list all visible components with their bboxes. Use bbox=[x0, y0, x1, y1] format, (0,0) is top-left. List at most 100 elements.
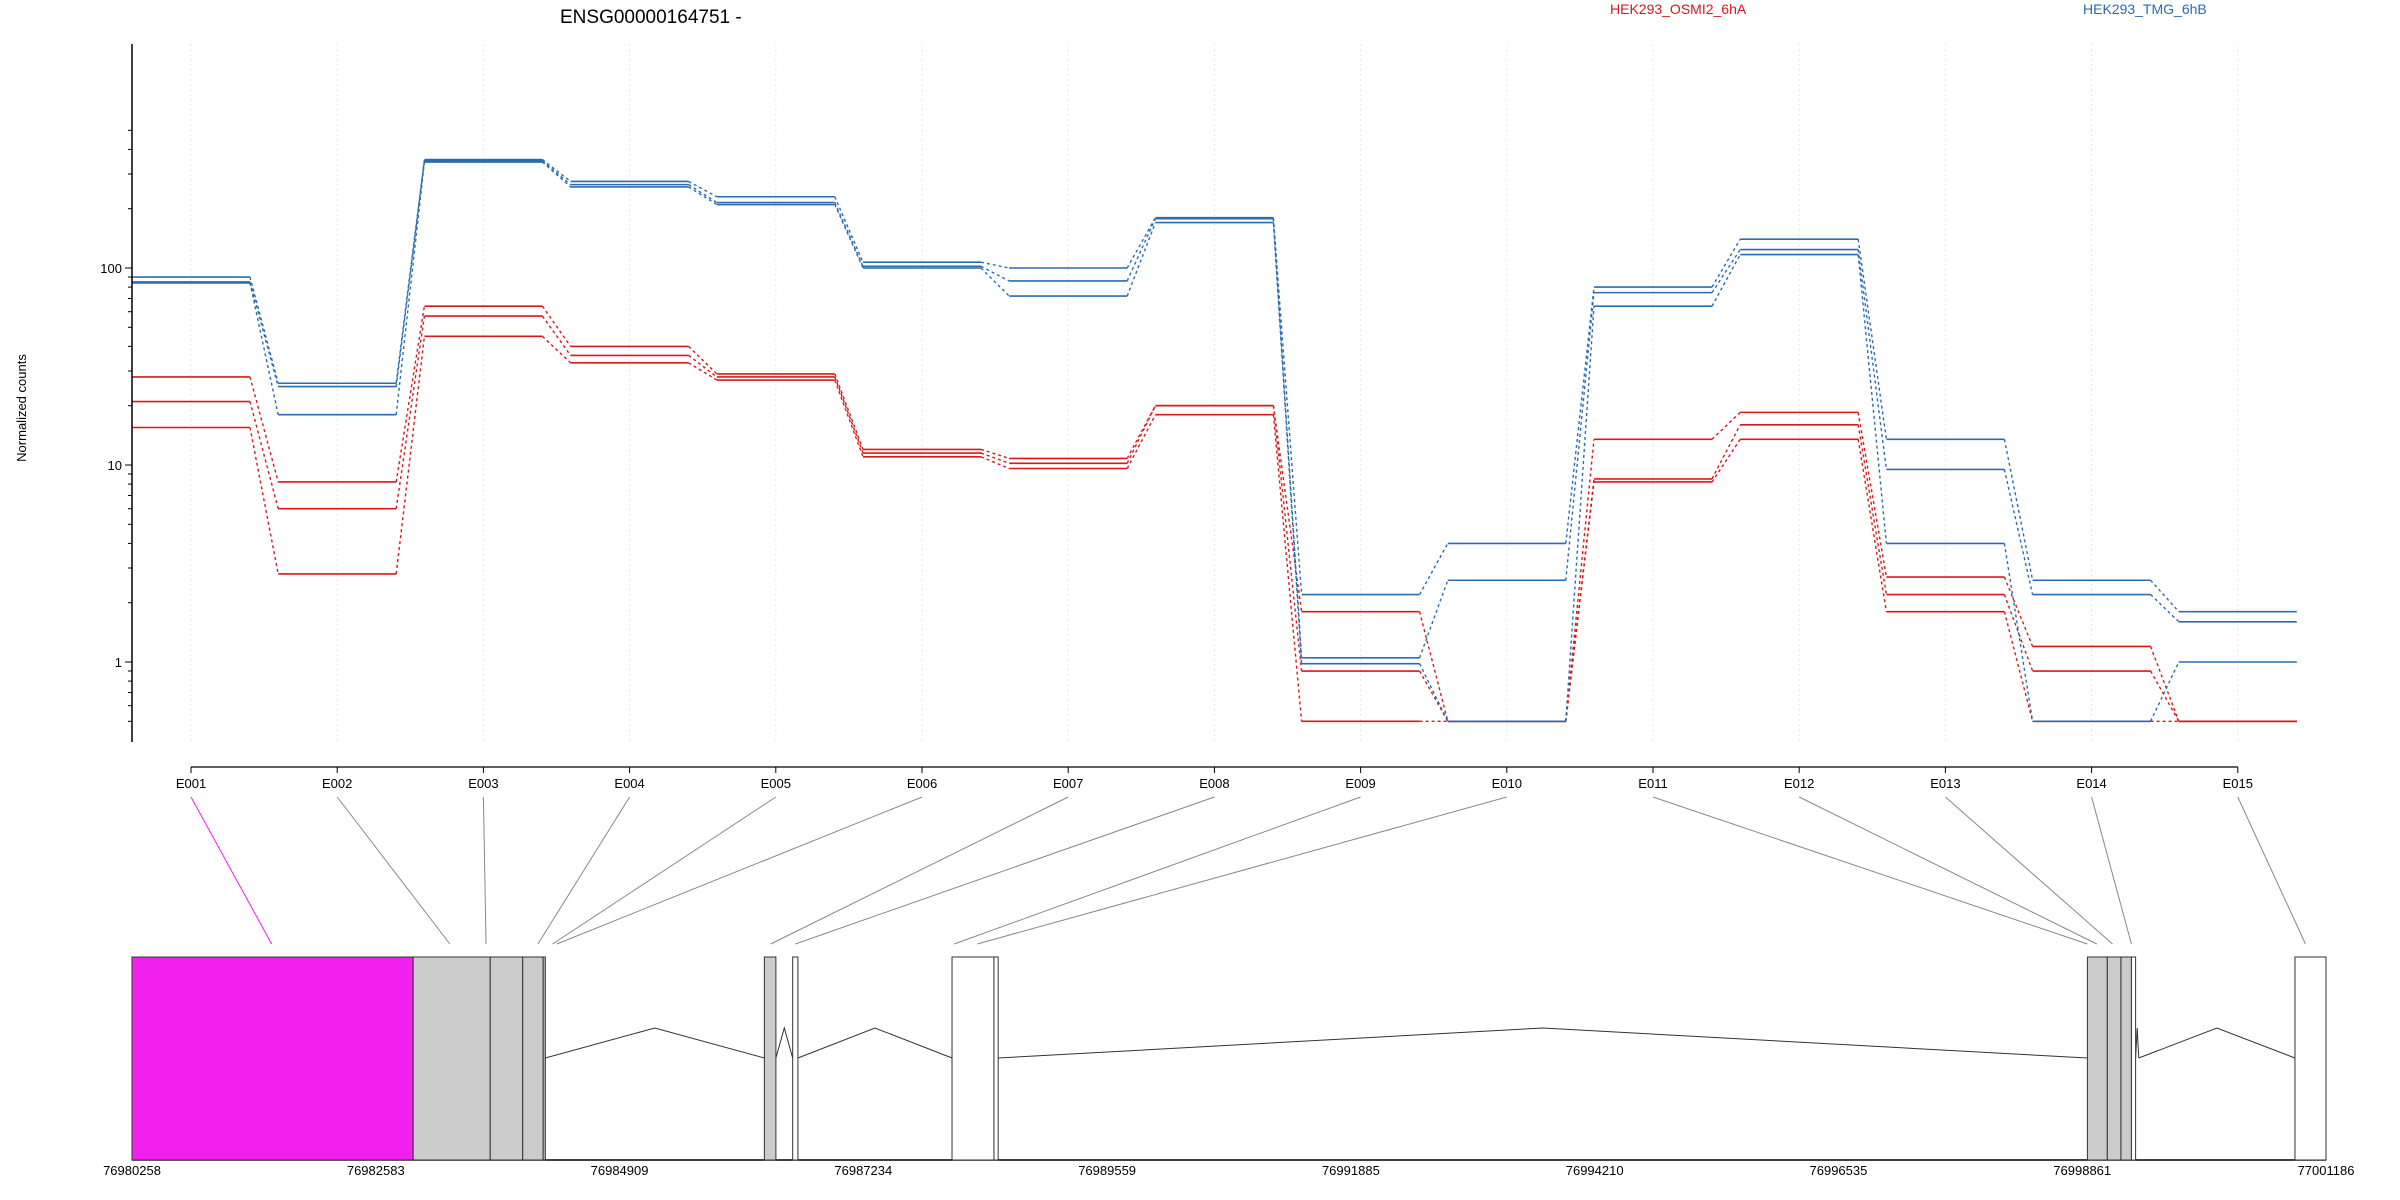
series-connector bbox=[1711, 438, 1741, 483]
exon-e012 bbox=[2106, 956, 2122, 1161]
series-connector bbox=[1857, 249, 1888, 470]
x-tick-label: E015 bbox=[2223, 776, 2253, 791]
exon-connector bbox=[190, 796, 273, 945]
y-axis-label: Normalized counts bbox=[14, 354, 29, 462]
exon-connector bbox=[977, 796, 1507, 945]
series-connector bbox=[1418, 580, 1449, 659]
coordinate-label: 76998861 bbox=[2053, 1163, 2111, 1178]
exon-e014 bbox=[2130, 956, 2137, 1161]
series-connector bbox=[1565, 439, 1595, 722]
x-tick-label: E010 bbox=[1492, 776, 1522, 791]
series-connector bbox=[688, 362, 718, 381]
series-connector bbox=[1711, 254, 1741, 307]
series-connector bbox=[1126, 218, 1157, 282]
x-tick-label: E007 bbox=[1053, 776, 1083, 791]
gene-model: 76980258 76982583 76984909 76987234 76989559… bbox=[103, 956, 2355, 1178]
series-connector bbox=[1126, 414, 1157, 469]
series-connector bbox=[1272, 414, 1303, 722]
coordinate-label: 76991885 bbox=[1322, 1163, 1380, 1178]
exon-e015 bbox=[2294, 956, 2327, 1161]
series-connector bbox=[395, 336, 426, 574]
coordinate-label: 76989559 bbox=[1078, 1163, 1136, 1178]
series-connector bbox=[2003, 543, 2034, 722]
series-connector bbox=[1418, 663, 1449, 722]
intron-line bbox=[545, 1027, 765, 1059]
x-tick-label: E001 bbox=[176, 776, 206, 791]
exon-connector bbox=[953, 796, 1361, 945]
series-connector bbox=[1711, 249, 1741, 293]
series-connector bbox=[2149, 646, 2180, 722]
exon-connector bbox=[556, 796, 923, 945]
series-connector bbox=[2149, 670, 2180, 722]
series-connector bbox=[395, 160, 426, 387]
x-tick-label: E002 bbox=[322, 776, 352, 791]
exon-connector bbox=[336, 796, 451, 945]
series-connector bbox=[395, 159, 426, 384]
coordinate-label: 77001186 bbox=[2298, 1163, 2355, 1178]
series-connector bbox=[834, 379, 864, 458]
exon-connector bbox=[2237, 796, 2306, 945]
coordinate-label: 76994210 bbox=[1566, 1163, 1624, 1178]
series-connector bbox=[834, 204, 864, 269]
series-connector bbox=[1272, 405, 1303, 672]
series-connector bbox=[1126, 405, 1157, 464]
series-connector bbox=[834, 373, 864, 450]
coordinate-label: 76984909 bbox=[591, 1163, 649, 1178]
coordinate-label: 76987234 bbox=[834, 1163, 892, 1178]
series-connector bbox=[2003, 594, 2034, 672]
exon-e008 bbox=[792, 956, 799, 1161]
series-connector bbox=[395, 306, 426, 483]
x-tick-label: E005 bbox=[761, 776, 791, 791]
exon-connector bbox=[1945, 796, 2113, 945]
exon-connector bbox=[770, 796, 1069, 945]
x-tick-label: E004 bbox=[614, 776, 644, 791]
series-connector bbox=[1857, 439, 1888, 612]
exon-connector bbox=[795, 796, 1215, 945]
series-connector bbox=[2150, 594, 2180, 623]
series-connector bbox=[1565, 481, 1595, 722]
series-connector bbox=[249, 276, 279, 384]
series-connector bbox=[1418, 543, 1449, 595]
series-connector bbox=[1272, 222, 1303, 664]
chart-title: ENSG00000164751 - bbox=[560, 7, 742, 28]
exon-connector bbox=[482, 796, 487, 945]
series-connector bbox=[541, 161, 572, 188]
axes: 1 10 100 E001 E002 E003 E004 E005 E006 E007 E008 E0… bbox=[100, 44, 2253, 791]
series-connector bbox=[541, 335, 572, 364]
series-connector bbox=[1565, 292, 1595, 581]
exon-e007 bbox=[763, 956, 777, 1161]
exon-connector bbox=[2091, 796, 2132, 945]
series-connector bbox=[249, 427, 279, 575]
legend-entry-osmi2: HEK293_OSMI2_6hA bbox=[1610, 1, 1747, 17]
series-6 bbox=[132, 161, 2297, 723]
series-connector bbox=[980, 261, 1010, 269]
series-connector bbox=[541, 160, 572, 186]
coordinate-label: 76982583 bbox=[347, 1163, 405, 1178]
series-connector bbox=[395, 315, 426, 509]
series-connector bbox=[1565, 306, 1595, 722]
series-connector bbox=[1857, 239, 1888, 440]
series-connector bbox=[688, 180, 718, 198]
series-connector bbox=[395, 161, 426, 415]
series-connector bbox=[541, 315, 572, 356]
series-connector bbox=[980, 267, 1010, 297]
exon-connector bbox=[537, 796, 631, 945]
y-tick-label: 10 bbox=[108, 458, 122, 473]
intron-line bbox=[998, 1027, 2088, 1059]
series-connector bbox=[688, 354, 718, 378]
series-connector bbox=[834, 196, 864, 263]
y-tick-label: 1 bbox=[115, 655, 122, 670]
series-connector bbox=[1565, 287, 1595, 544]
grid bbox=[190, 44, 2239, 742]
series-connector bbox=[980, 448, 1010, 460]
x-tick-label: E009 bbox=[1345, 776, 1375, 791]
series-connector bbox=[541, 305, 572, 347]
series-connector bbox=[980, 265, 1010, 282]
series-connector bbox=[834, 202, 864, 267]
series-layer bbox=[132, 158, 2297, 723]
x-tick-label: E006 bbox=[907, 776, 937, 791]
exon-connectors bbox=[190, 796, 2306, 945]
series-connector bbox=[1272, 405, 1303, 612]
x-tick-label: E003 bbox=[468, 776, 498, 791]
